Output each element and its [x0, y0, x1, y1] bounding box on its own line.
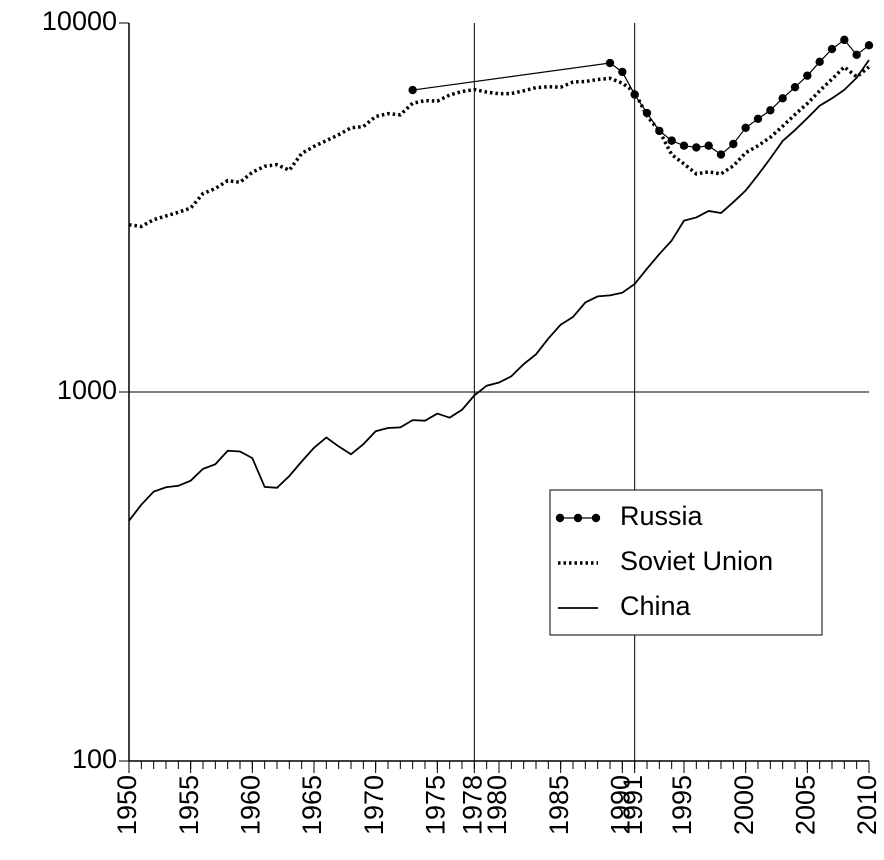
point	[840, 35, 849, 45]
x-tick-label: 2000	[729, 775, 759, 835]
point	[679, 141, 689, 150]
legend: Russia Soviet Union China	[549, 489, 823, 636]
point	[741, 123, 750, 132]
series-line	[128, 64, 871, 229]
point	[766, 106, 775, 115]
legend-label: Russia	[620, 501, 704, 531]
x-tick-label: 2010	[852, 775, 882, 835]
legend-label: Soviet Union	[620, 546, 773, 576]
point	[852, 50, 861, 60]
point	[864, 41, 874, 50]
y-tick-label: 100	[72, 744, 117, 774]
point	[815, 57, 824, 66]
x-tick-label: 1990	[605, 775, 635, 835]
x-tick-label: 1960	[235, 775, 265, 835]
x-tick-label: 1950	[112, 775, 142, 835]
point	[778, 94, 787, 103]
y-tick-label: 10000	[42, 6, 117, 36]
point	[790, 82, 800, 92]
x-tick-label: 1991	[618, 775, 648, 835]
x-tick-label: 1970	[359, 775, 389, 835]
series-line	[128, 59, 870, 522]
x-tick-label: 1980	[482, 775, 512, 835]
point	[729, 139, 738, 149]
point	[667, 136, 676, 145]
point	[803, 71, 812, 80]
x-tick-label: 1995	[667, 775, 697, 835]
x-tick-label: 1975	[420, 775, 450, 835]
point	[716, 150, 726, 159]
legend-marker	[591, 513, 601, 523]
legend-label: China	[620, 591, 692, 621]
legend-marker	[573, 513, 583, 523]
point	[827, 44, 837, 54]
x-tick-label: 1978	[457, 775, 487, 835]
point	[704, 141, 713, 150]
x-tick-label: 1965	[297, 775, 327, 835]
legend-marker	[555, 513, 565, 523]
series-line	[412, 39, 870, 156]
x-tick-label: 1955	[174, 775, 204, 835]
point	[692, 143, 701, 152]
point	[618, 67, 627, 77]
point	[605, 58, 615, 68]
point	[753, 114, 763, 124]
y-tick-label: 1000	[57, 375, 117, 405]
point	[408, 85, 417, 95]
x-tick-label: 1985	[544, 775, 574, 835]
x-tick-label: 2005	[790, 775, 820, 835]
